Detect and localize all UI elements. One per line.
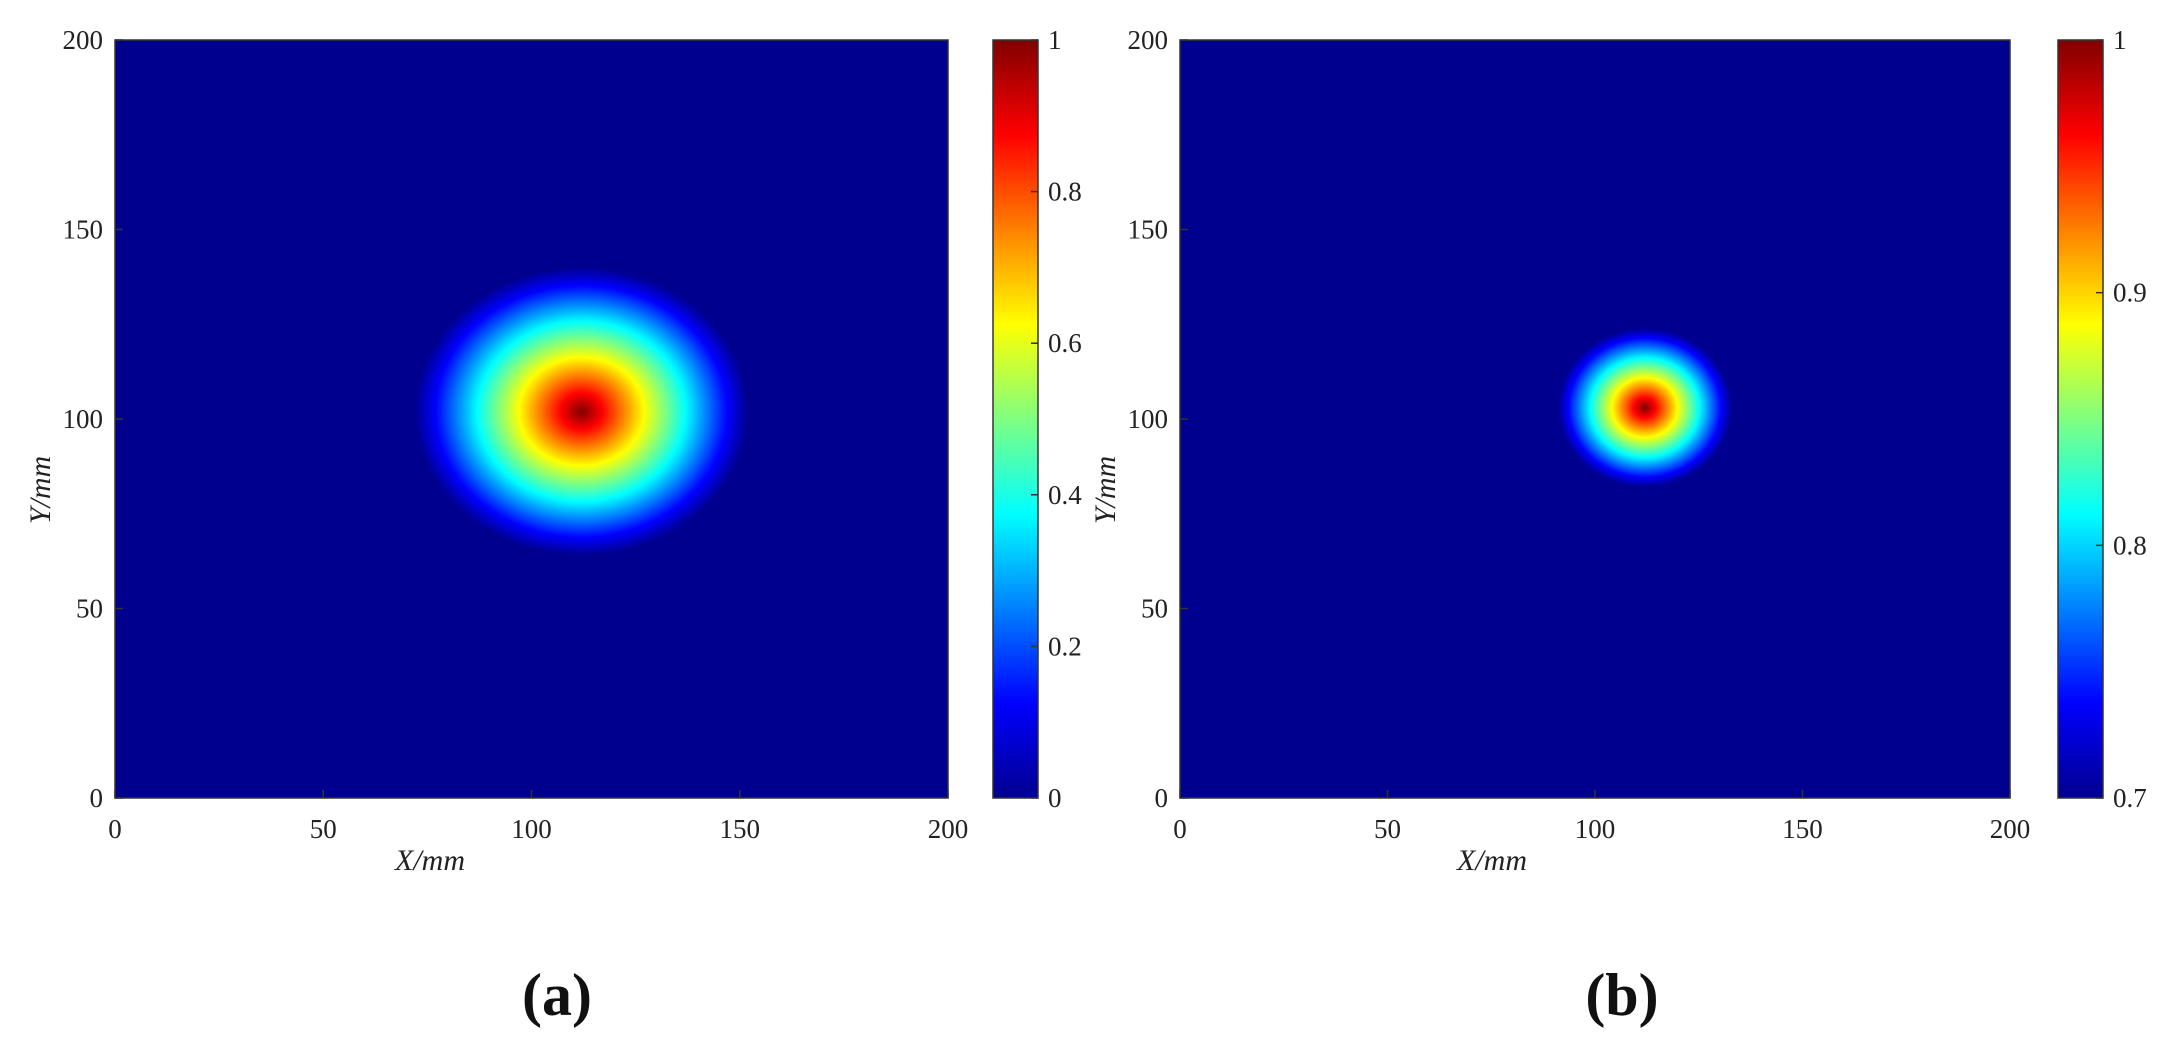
x-ticks-a: 0 50 100 150 200 (108, 790, 968, 844)
y-tick-label: 150 (1128, 215, 1169, 245)
colorbar-tick-label: 0.9 (2113, 278, 2147, 308)
y-tick-label: 200 (63, 25, 104, 55)
x-tick-label: 0 (1173, 814, 1187, 844)
y-tick-label: 0 (90, 783, 104, 813)
y-tick-label: 0 (1155, 783, 1169, 813)
x-tick-label: 150 (720, 814, 761, 844)
colorbar-tick-label: 0.8 (2113, 530, 2147, 560)
colorbar-tick-label: 0.6 (1048, 328, 1082, 358)
colorbar-tick-label: 0.8 (1048, 177, 1082, 207)
y-tick-label: 100 (63, 404, 104, 434)
colorbar-ticks-a: 0 0.2 0.4 0.6 0.8 1 (1031, 25, 1082, 813)
x-ticks-b: 0 50 100 150 200 (1173, 790, 2030, 844)
heatmap-field-b (1557, 328, 1732, 488)
x-axis-label-b: X/mm (1456, 844, 1527, 877)
y-tick-label: 50 (1141, 594, 1168, 624)
x-tick-label: 50 (310, 814, 337, 844)
panel-a: 0 50 100 150 200 0 50 100 150 200 X/mm Y/mm 0 0.2… (24, 25, 1082, 1028)
heatmap-blob-a (414, 267, 749, 556)
panel-label-b: (b) (1585, 962, 1658, 1028)
colorbar-tick-label: 0 (1048, 783, 1062, 813)
colorbar-tick-label: 0.7 (2113, 783, 2147, 813)
heatmap-blob-b (1557, 328, 1732, 488)
y-axis-label-b: Y/mm (1089, 456, 1122, 524)
colorbar-tick-label: 1 (2113, 25, 2127, 55)
y-tick-label: 200 (1128, 25, 1169, 55)
heatmap-field-a (414, 267, 749, 556)
y-axis-label-a: Y/mm (24, 456, 57, 524)
x-tick-label: 100 (1575, 814, 1616, 844)
x-axis-label-a: X/mm (394, 844, 465, 877)
panel-label-a: (a) (522, 962, 592, 1028)
y-ticks-a: 0 50 100 150 200 (63, 25, 123, 813)
colorbar-ticks-b: 0.7 0.8 0.9 1 (2096, 25, 2147, 813)
y-tick-label: 150 (63, 215, 104, 245)
x-tick-label: 200 (1990, 814, 2031, 844)
colorbar-b (2057, 39, 2104, 799)
x-tick-label: 200 (928, 814, 969, 844)
colorbar-tick-label: 0.2 (1048, 631, 1082, 661)
x-tick-label: 100 (511, 814, 552, 844)
colorbar-tick-label: 0.4 (1048, 480, 1082, 510)
colorbar-a (992, 39, 1039, 799)
y-ticks-b: 0 50 100 150 200 (1128, 25, 1188, 813)
x-tick-label: 150 (1782, 814, 1823, 844)
x-tick-label: 50 (1374, 814, 1401, 844)
colorbar-tick-label: 1 (1048, 25, 1062, 55)
y-tick-label: 100 (1128, 404, 1169, 434)
y-tick-label: 50 (76, 594, 103, 624)
x-tick-label: 0 (108, 814, 122, 844)
